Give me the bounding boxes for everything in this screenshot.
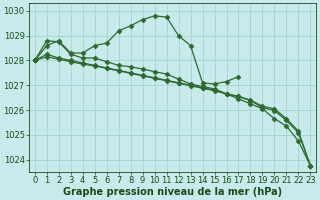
X-axis label: Graphe pression niveau de la mer (hPa): Graphe pression niveau de la mer (hPa) (63, 187, 282, 197)
